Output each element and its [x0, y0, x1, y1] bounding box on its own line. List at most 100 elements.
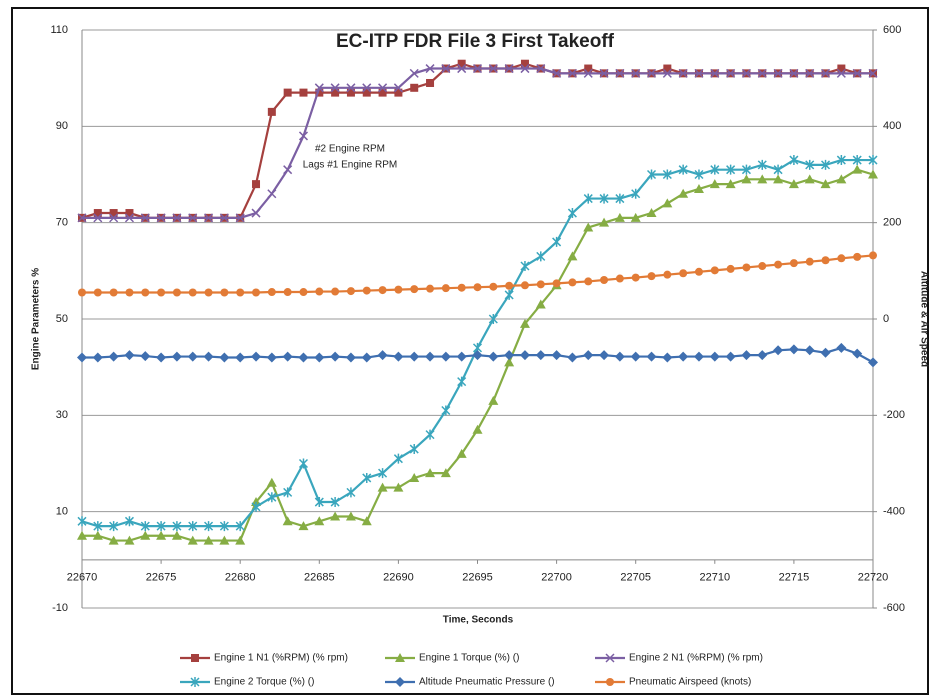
marker [282, 516, 293, 526]
marker [156, 530, 167, 540]
marker [314, 516, 325, 526]
marker [804, 174, 815, 184]
marker [378, 88, 387, 97]
y2-tick-label: -400 [883, 506, 905, 518]
marker [599, 193, 609, 204]
marker [519, 318, 530, 328]
marker [488, 64, 498, 74]
marker [472, 350, 483, 361]
marker [140, 521, 150, 532]
x-tick-label: 22685 [304, 572, 335, 584]
marker [836, 155, 846, 166]
marker [821, 68, 831, 78]
marker [836, 174, 847, 184]
marker [536, 64, 546, 74]
marker [92, 530, 103, 540]
chart-title: EC-ITP FDR File 3 First Takeoff [336, 31, 615, 52]
marker [251, 208, 261, 218]
marker [583, 350, 594, 361]
marker [299, 88, 308, 97]
marker [203, 351, 214, 362]
marker [156, 521, 166, 532]
marker [789, 155, 799, 166]
marker [393, 351, 404, 362]
marker [520, 261, 530, 272]
marker [92, 352, 103, 363]
marker [283, 88, 292, 97]
marker [109, 288, 118, 297]
marker [868, 357, 878, 368]
marker [172, 213, 182, 223]
marker [362, 286, 371, 295]
marker [504, 64, 514, 74]
y2-tick-label: -200 [883, 409, 905, 421]
marker [124, 516, 134, 527]
marker [441, 284, 450, 293]
marker [252, 288, 261, 297]
marker [108, 535, 119, 545]
marker [124, 535, 135, 545]
y-tick-label: 50 [56, 313, 68, 325]
marker [694, 68, 704, 78]
marker [156, 213, 166, 223]
x-axis-title: Time, Seconds [443, 615, 514, 626]
marker [330, 351, 341, 362]
marker [394, 88, 403, 97]
marker [774, 260, 783, 269]
marker [378, 286, 387, 295]
marker [188, 521, 198, 532]
marker [219, 352, 230, 363]
y2-axis-title: Altitude & Air Speed [918, 271, 929, 367]
marker [678, 351, 689, 362]
marker [757, 174, 768, 184]
marker [821, 256, 830, 265]
marker [678, 68, 688, 78]
marker [741, 68, 751, 78]
marker [773, 68, 783, 78]
marker [852, 68, 862, 78]
y-tick-label: 110 [50, 24, 68, 36]
y2-tick-label: 200 [883, 217, 901, 229]
marker [504, 357, 515, 367]
x-tick-label: 22710 [700, 572, 731, 584]
marker [172, 288, 181, 297]
marker [219, 521, 229, 532]
x-tick-label: 22700 [541, 572, 572, 584]
legend-label: Engine 1 N1 (%RPM) (% rpm) [214, 653, 348, 664]
marker [361, 516, 372, 526]
marker [156, 352, 167, 363]
marker [583, 68, 593, 78]
marker [362, 88, 371, 97]
marker [204, 213, 214, 223]
marker [788, 179, 799, 189]
marker [409, 472, 420, 482]
marker [584, 277, 593, 286]
marker [140, 530, 151, 540]
marker [710, 164, 720, 175]
marker [267, 492, 277, 503]
marker [251, 501, 261, 512]
marker [267, 189, 277, 199]
marker [615, 274, 624, 283]
marker [552, 236, 562, 247]
marker [852, 155, 862, 166]
marker [726, 68, 736, 78]
marker [552, 68, 562, 78]
marker [125, 209, 134, 218]
marker [836, 342, 847, 353]
marker [440, 351, 451, 362]
marker [393, 453, 403, 464]
marker [77, 213, 87, 223]
marker [410, 285, 419, 294]
marker [190, 677, 200, 687]
marker [742, 263, 751, 272]
marker [606, 678, 614, 686]
legend-label: Altitude Pneumatic Pressure () [419, 677, 555, 688]
marker [172, 521, 182, 532]
marker [330, 83, 340, 93]
marker [710, 266, 719, 275]
marker [836, 68, 846, 78]
y-tick-label: 70 [56, 217, 68, 229]
marker [520, 64, 530, 74]
marker [773, 174, 784, 184]
